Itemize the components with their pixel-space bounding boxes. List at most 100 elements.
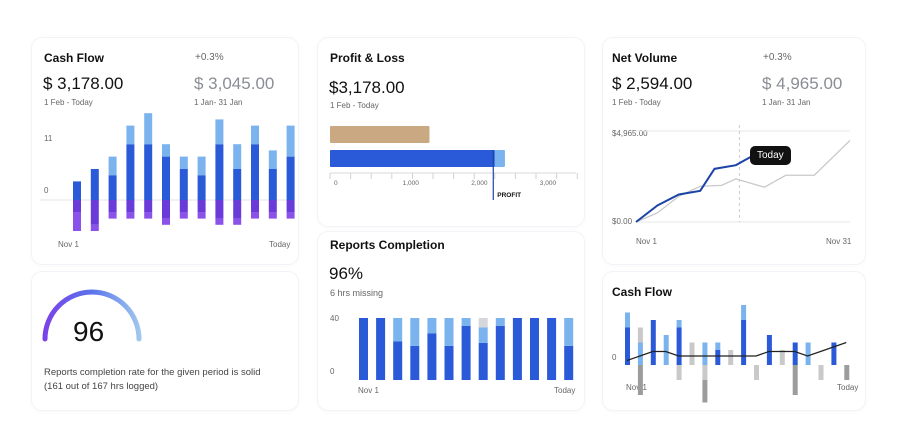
cash-flow-2-bar — [741, 320, 747, 365]
profit-loss-period: 1 Feb - Today — [330, 101, 379, 110]
cash-flow-2-bar — [844, 365, 850, 380]
cash-flow-2-bar — [676, 320, 682, 328]
cash-flow-value: $ 3,178.00 — [43, 74, 124, 93]
cash-flow-bar — [197, 175, 206, 200]
reports-bar — [376, 318, 386, 380]
net-volume-current-line — [635, 152, 758, 223]
cash-flow-bar — [126, 125, 135, 145]
net-volume-period: 1 Feb - Today — [612, 98, 661, 107]
cash-flow-bar — [286, 212, 295, 219]
reports-bar — [444, 318, 454, 346]
reports-y-top: 40 — [330, 314, 339, 323]
cash-flow-2-bar — [715, 350, 721, 365]
cash-flow-bar — [90, 169, 99, 200]
cash-flow-bar — [215, 144, 224, 200]
net-volume-compare-value: $ 4,965.00 — [762, 74, 843, 93]
cash-flow-x-end: Today — [269, 240, 291, 249]
profit-tick-label: 2,000 — [471, 180, 488, 187]
cash-flow-bar — [233, 200, 242, 219]
cash-flow-bar — [197, 200, 206, 213]
net-volume-title: Net Volume — [612, 51, 678, 65]
net-volume-y-top: $4,965.00 — [612, 129, 648, 138]
reports-bar — [478, 327, 488, 343]
profit-loss-chart: 0 1,000 2,000 3,000 PROFIT — [329, 126, 578, 200]
net-volume-x-end: Nov 31 — [826, 237, 852, 246]
cash-flow-2-bar — [637, 327, 643, 343]
cash-flow-bar — [197, 156, 206, 176]
net-volume-compare-period: 1 Jan- 31 Jan — [762, 98, 811, 107]
cash-flow-2-bar — [676, 327, 682, 365]
cash-flow-2-bar — [792, 342, 798, 365]
cash-flow-2-bar — [766, 335, 772, 365]
cash-flow-2-bar — [754, 365, 759, 380]
cash-flow-2-bar — [625, 312, 630, 328]
cash-flow-bar — [286, 156, 295, 200]
cash-flow-2-trend-line — [626, 341, 847, 362]
cash-flow-x-start: Nov 1 — [58, 240, 79, 249]
cash-flow-bar — [144, 200, 153, 213]
profit-marker-label: PROFIT — [497, 192, 521, 199]
cash-flow-2-bar — [728, 350, 734, 365]
cash-flow-2-bar — [792, 365, 798, 395]
reports-bar — [393, 341, 403, 380]
cash-flow-bar — [251, 200, 259, 213]
cash-flow-bar — [144, 212, 153, 219]
cash-flow-bar — [73, 200, 81, 213]
cash-flow-2-bar — [663, 335, 669, 365]
cash-flow-2-chart — [625, 305, 850, 403]
cash-flow-2-x-end: Today — [837, 383, 859, 392]
reports-bar — [410, 345, 420, 380]
profit-bar-previous — [330, 126, 430, 143]
cash-flow-2-x-start: Nov 1 — [626, 383, 647, 392]
cash-flow-y-top: 11 — [44, 134, 53, 143]
net-volume-value: $ 2,594.00 — [612, 74, 693, 93]
reports-chart — [359, 318, 574, 380]
cash-flow-compare-period: 1 Jan- 31 Jan — [194, 98, 243, 107]
reports-bar — [444, 345, 454, 380]
cash-flow-bar — [73, 181, 81, 200]
cash-flow-bar — [251, 125, 259, 145]
reports-bar — [530, 318, 539, 380]
cash-flow-2-bar — [637, 365, 643, 395]
reports-bar — [495, 318, 505, 326]
net-volume-previous-line — [635, 139, 851, 223]
reports-bar — [564, 318, 574, 346]
cash-flow-bar — [286, 200, 295, 213]
reports-bar — [495, 325, 505, 380]
cash-flow-2-bar — [637, 342, 643, 365]
reports-sub: 6 hrs missing — [330, 288, 384, 298]
cash-flow-bar — [268, 169, 277, 200]
gauge-description: Reports completion rate for the given pe… — [44, 367, 261, 392]
net-volume-delta: +0.3% — [763, 52, 792, 63]
cash-flow-bar — [144, 144, 153, 200]
net-volume-card — [603, 38, 865, 264]
cash-flow-2-bar — [805, 342, 811, 365]
cash-flow-bar — [251, 212, 259, 219]
cash-flow-bar — [162, 200, 170, 219]
cash-flow-bar — [286, 125, 295, 157]
net-volume-chart — [635, 125, 851, 223]
cash-flow-bar — [108, 175, 117, 200]
cash-flow-2-bar — [625, 327, 630, 365]
reports-value: 96% — [329, 264, 364, 283]
cash-flow-2-bar — [818, 365, 824, 380]
cash-flow-2-bar — [702, 365, 708, 380]
cash-flow-bar — [251, 144, 259, 200]
cash-flow-bar — [108, 200, 117, 213]
cash-flow-bar — [126, 200, 135, 213]
reports-bar — [393, 318, 403, 342]
reports-bar — [478, 318, 488, 328]
reports-bar — [512, 318, 522, 380]
reports-bar — [427, 333, 437, 380]
cash-flow-bar — [162, 144, 170, 157]
profit-loss-value: $3,178.00 — [329, 78, 405, 97]
reports-bar — [478, 342, 488, 380]
cash-flow-2-bar — [676, 365, 682, 380]
reports-bar — [461, 325, 471, 380]
cash-flow-2-bar — [779, 350, 785, 365]
cash-flow-chart — [40, 113, 295, 231]
reports-bar — [410, 318, 420, 346]
cash-flow-bar — [162, 156, 170, 200]
cash-flow-bar — [73, 212, 81, 231]
cash-flow-2-title: Cash Flow — [612, 285, 673, 299]
